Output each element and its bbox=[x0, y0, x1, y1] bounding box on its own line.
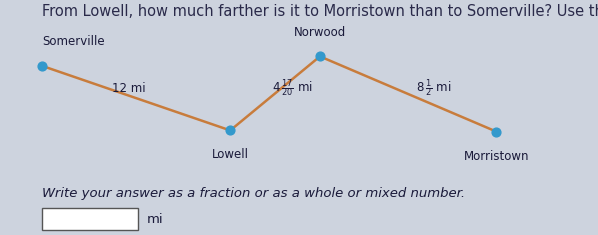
Text: $8\,\frac{1}{2}$ mi: $8\,\frac{1}{2}$ mi bbox=[416, 77, 451, 99]
Text: $4\,\frac{17}{20}$ mi: $4\,\frac{17}{20}$ mi bbox=[272, 77, 313, 99]
Text: From Lowell, how much farther is it to Morristown than to Somerville? Use the pa: From Lowell, how much farther is it to M… bbox=[42, 4, 598, 19]
Text: Lowell: Lowell bbox=[212, 148, 249, 161]
Text: mi: mi bbox=[147, 213, 163, 226]
Point bbox=[492, 130, 501, 133]
Text: Somerville: Somerville bbox=[42, 35, 105, 48]
Text: 12 mi: 12 mi bbox=[112, 82, 145, 95]
Text: Write your answer as a fraction or as a whole or mixed number.: Write your answer as a fraction or as a … bbox=[42, 187, 465, 200]
Point bbox=[37, 64, 47, 68]
Text: Morristown: Morristown bbox=[463, 150, 529, 163]
Point bbox=[315, 55, 325, 58]
Text: Norwood: Norwood bbox=[294, 26, 346, 39]
Point bbox=[225, 129, 235, 132]
Bar bbox=[42, 208, 138, 230]
